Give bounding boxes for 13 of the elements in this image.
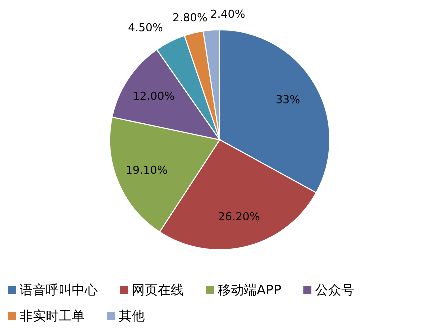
legend-label: 非实时工单: [20, 310, 85, 325]
data-label: 12.00%: [132, 90, 175, 104]
legend-label: 其他: [119, 310, 145, 325]
data-label: 2.80%: [172, 11, 208, 24]
data-label: 26.20%: [218, 210, 260, 224]
legend-label: 语音呼叫中心: [20, 282, 98, 299]
legend-label: 移动端APP: [218, 284, 282, 299]
data-label: 33%: [276, 94, 300, 107]
legend-label: 网页在线: [132, 284, 184, 299]
data-label: 4.50%: [128, 21, 164, 34]
data-label: 2.40%: [210, 8, 246, 22]
data-label: 19.10%: [126, 164, 168, 178]
legend-label: 公众号: [316, 284, 355, 299]
